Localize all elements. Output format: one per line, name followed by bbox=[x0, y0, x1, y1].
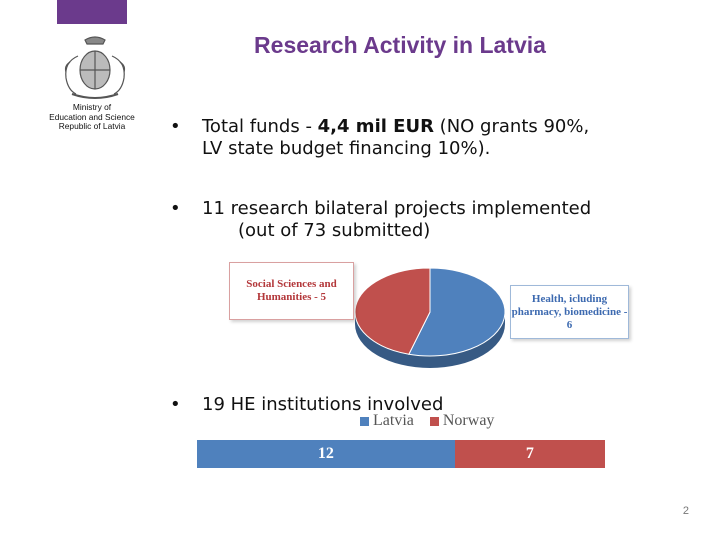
pie-slice-social-sciences bbox=[354, 267, 431, 355]
pie-depth bbox=[355, 312, 505, 368]
page-title: Research Activity in Latvia bbox=[254, 32, 546, 58]
pie-slice-health bbox=[408, 267, 506, 357]
bullet-text-line2: (out of 73 submitted) bbox=[238, 220, 431, 241]
ministry-line-3: Republic of Latvia bbox=[58, 121, 126, 132]
legend-label-latvia: Latvia bbox=[373, 412, 414, 429]
legend-item-norway: Norway bbox=[429, 412, 495, 430]
bar-legend: Latvia Norway bbox=[360, 412, 494, 430]
bullet-text: 19 HE institutions involved bbox=[202, 394, 444, 415]
bullet-marker: • bbox=[170, 116, 181, 137]
bullet-marker: • bbox=[170, 198, 181, 219]
legend-swatch-norway bbox=[429, 416, 439, 426]
pie-callout-social-sciences: Social Sciences and Humanities - 5 bbox=[229, 262, 354, 320]
legend-swatch-latvia bbox=[360, 416, 369, 426]
legend-label-norway: Norway bbox=[442, 412, 495, 429]
bar-value-label-latvia: 12 bbox=[317, 445, 334, 462]
bullet-text-line2: LV state budget financing 10%). bbox=[202, 138, 491, 159]
ministry-line-1: Ministry of bbox=[72, 102, 112, 112]
bullet-text: 11 research bilateral projects implement… bbox=[202, 198, 592, 219]
page-number: 2 bbox=[682, 505, 689, 517]
pie-label-social-sciences: Social Sciences and Humanities - 5 bbox=[246, 278, 337, 303]
bullet-bold-amount: 4,4 mil EUR bbox=[317, 116, 434, 137]
stacked-bar-chart: 12 7 bbox=[197, 440, 605, 468]
ministry-line-2: Education and Science bbox=[49, 111, 135, 122]
bullet-text: (NO grants 90%, bbox=[433, 116, 590, 137]
bar-segment-norway: 7 bbox=[454, 440, 605, 468]
header-accent-bar bbox=[57, 0, 127, 24]
pie-chart bbox=[354, 267, 506, 368]
legend-item-latvia: Latvia bbox=[360, 412, 414, 430]
bullet-marker: • bbox=[170, 394, 181, 415]
coat-of-arms-logo bbox=[64, 36, 126, 99]
pie-callout-health: Health, icluding pharmacy, biomedicine -… bbox=[510, 285, 629, 339]
bar-value-label-norway: 7 bbox=[525, 445, 534, 462]
pie-label-health: Health, icluding pharmacy, biomedicine -… bbox=[511, 292, 628, 331]
ministry-name: Ministry of Education and Science Republ… bbox=[40, 102, 144, 132]
bullet-text: Total funds - bbox=[202, 116, 318, 137]
bar-segment-latvia: 12 bbox=[197, 440, 455, 468]
